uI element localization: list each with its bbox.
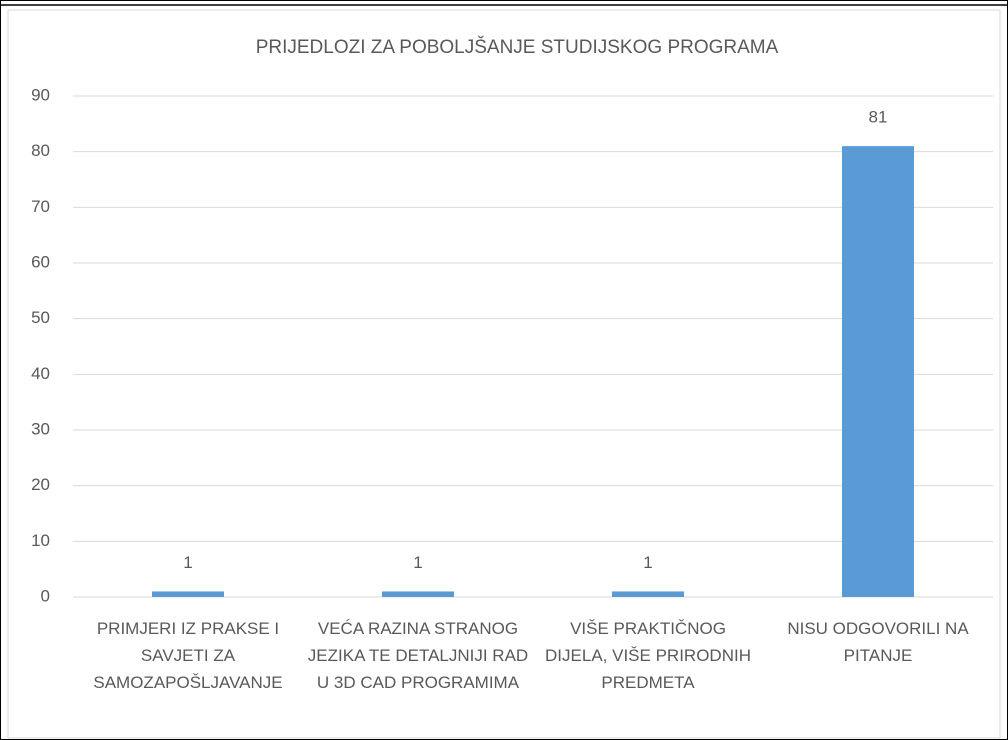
x-tick-label: NISU ODGOVORILI NA PITANJE — [787, 619, 969, 665]
y-tick-label: 10 — [31, 531, 50, 550]
y-tick-label: 70 — [31, 197, 50, 216]
data-label: 1 — [413, 553, 422, 572]
bar — [842, 146, 914, 597]
y-tick-label: 0 — [41, 586, 50, 605]
bar — [382, 591, 454, 597]
bar — [152, 591, 224, 597]
bar — [612, 591, 684, 597]
y-tick-label: 40 — [31, 364, 50, 383]
y-tick-label: 50 — [31, 308, 50, 327]
y-tick-label: 90 — [31, 85, 50, 104]
x-tick-label: PRIMJERI IZ PRAKSE I SAVJETI ZA SAMOZAPOŠL… — [93, 619, 282, 692]
x-tick-label: VEĆA RAZINA STRANOG JEZIKA TE DETALJNIJI … — [308, 619, 528, 692]
data-label: 81 — [869, 108, 888, 127]
y-tick-label: 80 — [31, 141, 50, 160]
y-tick-label: 60 — [31, 252, 50, 271]
x-tick-label: VIŠE PRAKTIČNOG DIJELA, VIŠE PRIRODNIH PRE… — [545, 619, 751, 692]
y-tick-label: 30 — [31, 419, 50, 438]
y-tick-label: 20 — [31, 475, 50, 494]
data-label: 1 — [183, 553, 192, 572]
chart-title: PRIJEDLOZI ZA POBOLJŠANJE STUDIJSKOG PRO… — [256, 36, 779, 58]
data-label: 1 — [643, 553, 652, 572]
